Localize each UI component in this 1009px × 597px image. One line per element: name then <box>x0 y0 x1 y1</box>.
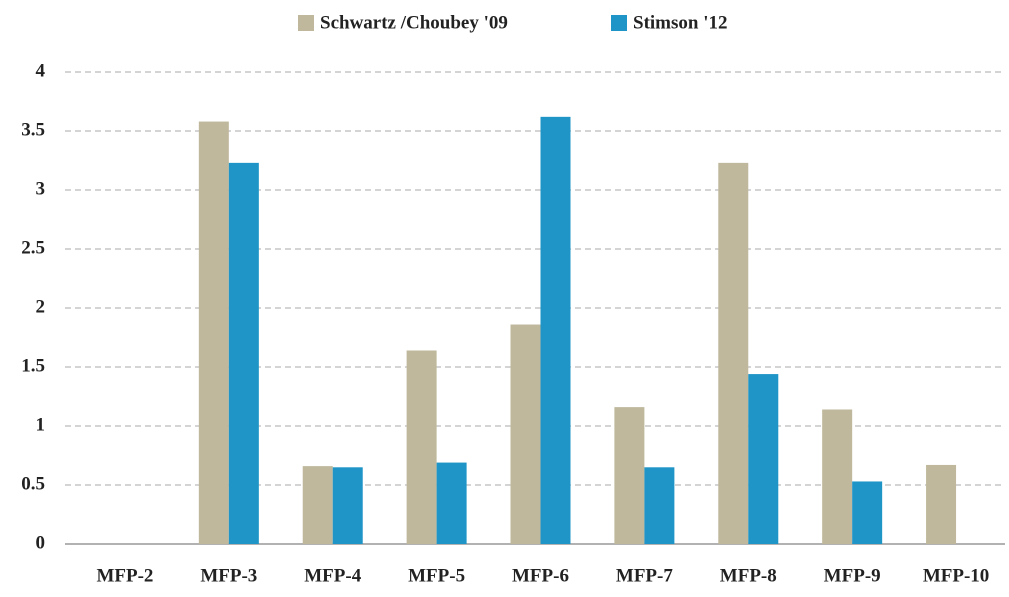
legend-label: Stimson '12 <box>633 12 728 33</box>
x-tick-label: MFP-7 <box>616 565 673 586</box>
y-tick-label: 0.5 <box>21 473 45 494</box>
x-tick-label: MFP-10 <box>923 565 989 586</box>
x-tick-label: MFP-4 <box>304 565 361 586</box>
y-tick-label: 3.5 <box>21 119 45 140</box>
bar <box>614 407 645 544</box>
bar <box>926 464 957 544</box>
x-tick-label: MFP-5 <box>408 565 465 586</box>
bar <box>644 467 675 544</box>
x-tick-label: MFP-6 <box>512 565 569 586</box>
bar <box>822 409 853 544</box>
x-tick-label: MFP-3 <box>200 565 257 586</box>
bar <box>748 374 779 544</box>
y-tick-label: 2.5 <box>21 237 45 258</box>
x-tick-label: MFP-8 <box>720 565 777 586</box>
x-tick-label: MFP-2 <box>96 565 153 586</box>
y-tick-label: 3 <box>36 178 46 199</box>
y-tick-label: 0 <box>36 532 46 553</box>
y-tick-label: 4 <box>36 60 46 81</box>
bar <box>510 324 541 544</box>
bar <box>198 121 229 544</box>
y-tick-label: 1.5 <box>21 355 45 376</box>
y-tick-label: 2 <box>36 296 46 317</box>
bar <box>852 481 883 544</box>
bar <box>540 116 571 544</box>
legend-swatch <box>298 15 314 31</box>
bar <box>302 466 333 544</box>
legend-swatch <box>611 15 627 31</box>
bar <box>718 162 749 545</box>
bar <box>228 162 259 545</box>
bar <box>332 467 363 544</box>
bar <box>406 350 437 544</box>
bar <box>436 462 467 544</box>
x-tick-label: MFP-9 <box>824 565 881 586</box>
y-tick-label: 1 <box>36 414 46 435</box>
legend-label: Schwartz /Choubey '09 <box>320 12 508 33</box>
